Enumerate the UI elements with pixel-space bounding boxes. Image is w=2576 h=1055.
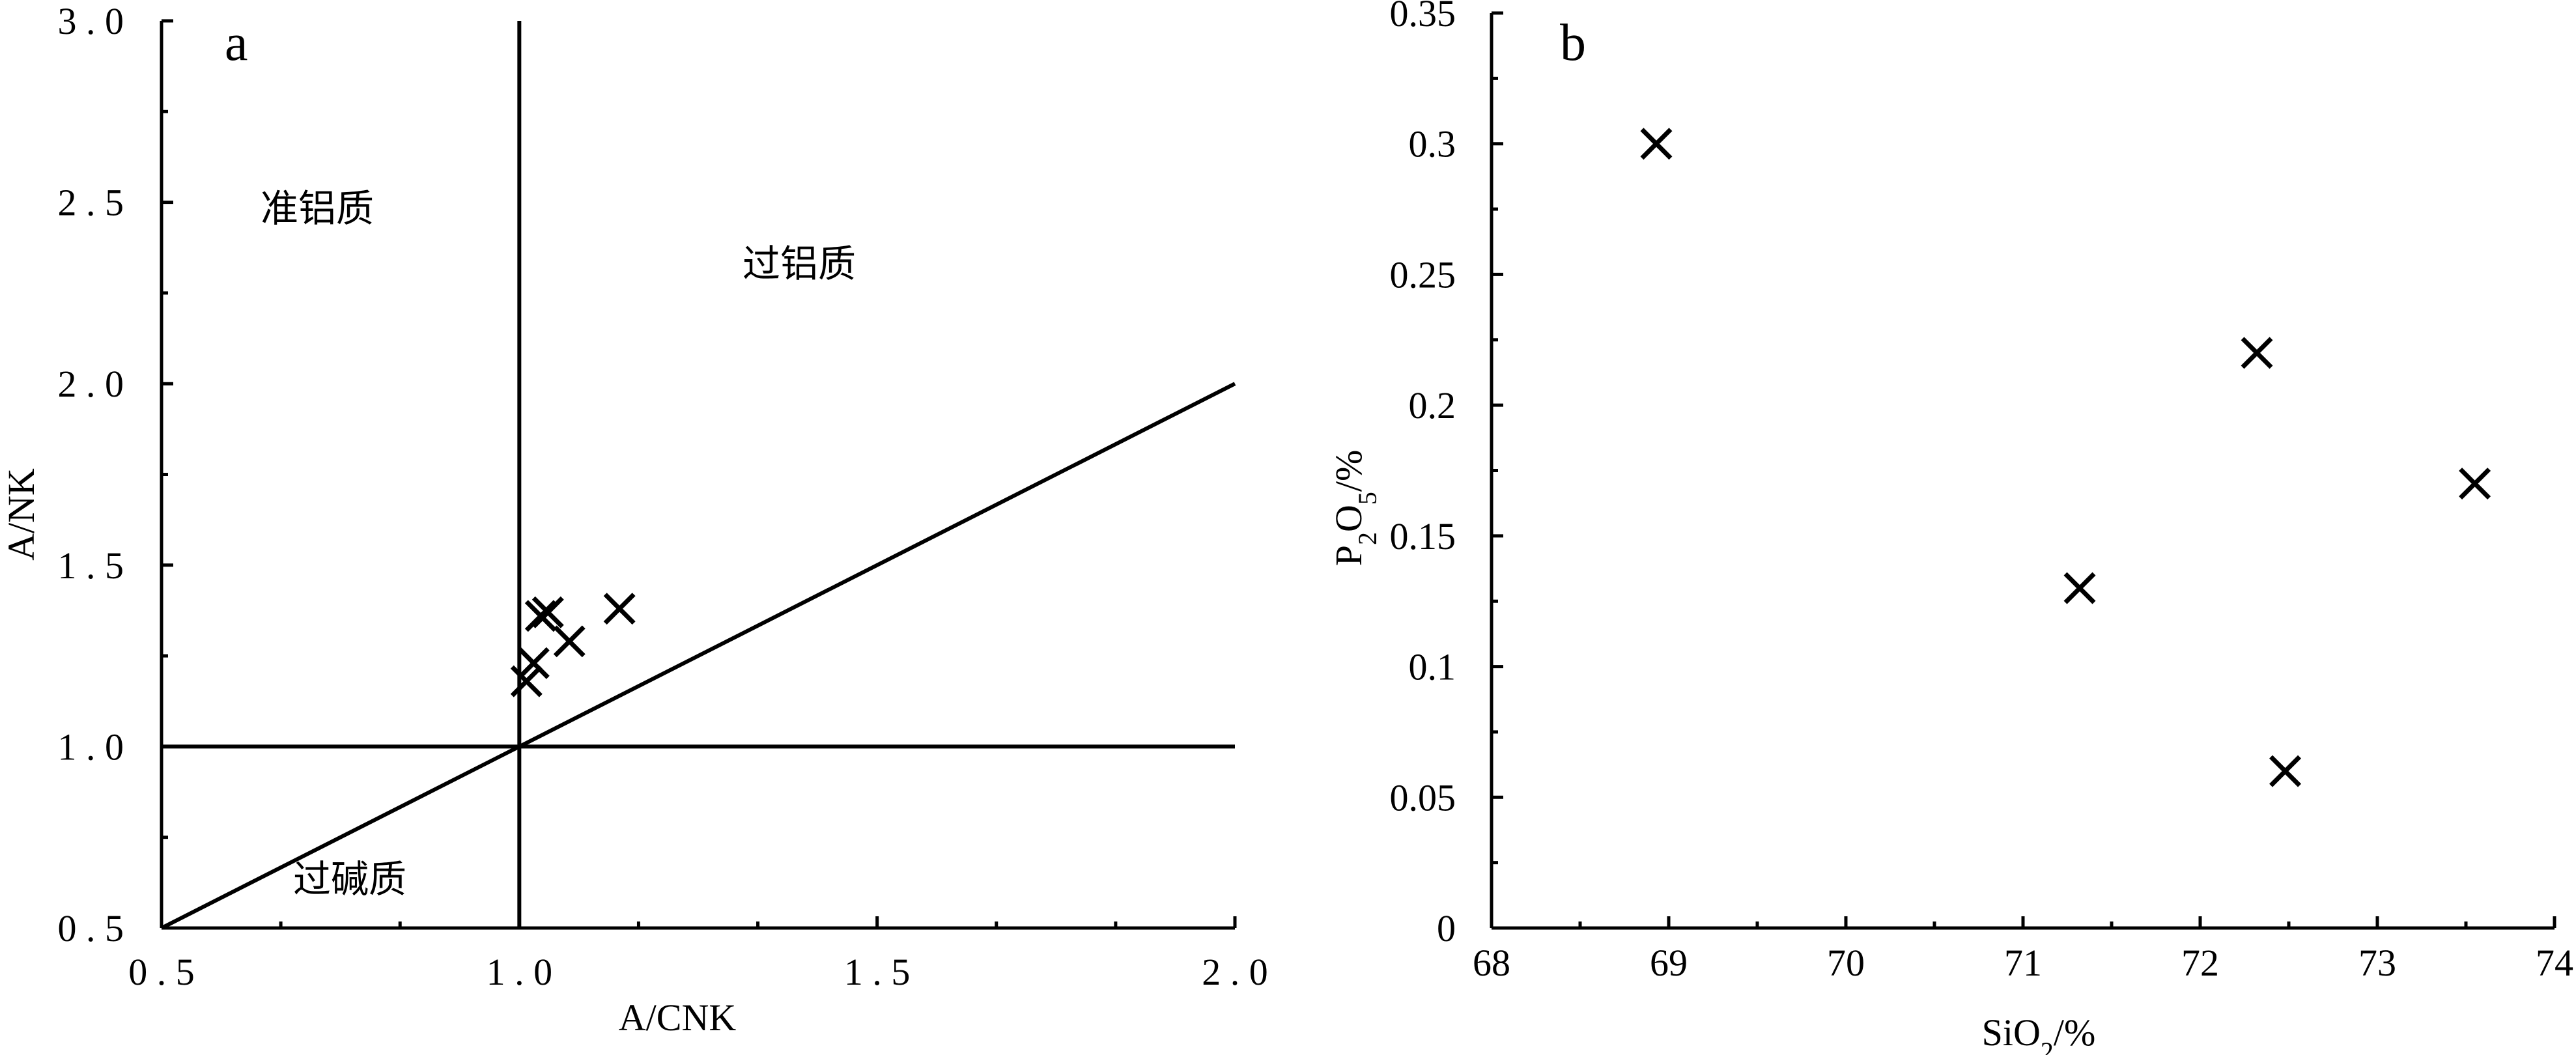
panel-b-x-axis-title: SiO2/% bbox=[1982, 1011, 2096, 1055]
marker-stroke bbox=[510, 665, 543, 697]
panel-a-y-axis-title: A/NK bbox=[0, 468, 42, 561]
panel-b-p2o5-vs-sio2-chart: b P2O5/% SiO2/% 0 0.05 0.1 0.15 0.2 0.25 0.3 0.… bbox=[1327, 0, 2573, 1055]
data-point-marker bbox=[2269, 755, 2302, 787]
x-tick-label: 69 bbox=[1650, 942, 1688, 984]
y-tick-label: 0.2 bbox=[1409, 384, 1456, 427]
x-tick-label: 71 bbox=[2004, 942, 2042, 984]
marker-stroke bbox=[1640, 128, 1673, 160]
data-point-marker bbox=[2241, 337, 2273, 369]
panel-b-label: b bbox=[1560, 14, 1586, 72]
x-tick-label: 70 bbox=[1827, 942, 1865, 984]
panel-a-label: a bbox=[225, 14, 248, 72]
marker-stroke bbox=[517, 647, 550, 679]
y-tick-label: 1 . 0 bbox=[58, 725, 124, 768]
x-tick-label: 74 bbox=[2536, 942, 2573, 984]
y-tick-label: 0.25 bbox=[1390, 253, 1456, 296]
data-point-marker bbox=[2063, 572, 2096, 604]
data-point-marker bbox=[517, 647, 550, 679]
marker-stroke bbox=[531, 596, 564, 628]
data-point-marker bbox=[2459, 468, 2491, 500]
y-tick-label: 2 . 5 bbox=[58, 182, 124, 224]
x-tick-label: 73 bbox=[2358, 942, 2396, 984]
y-tick-label: 1 . 5 bbox=[58, 544, 124, 587]
y-tick-label: 3 . 0 bbox=[58, 0, 124, 42]
marker-stroke bbox=[2459, 468, 2491, 500]
y-tick-label: 0.15 bbox=[1390, 515, 1456, 557]
data-point-marker bbox=[510, 665, 543, 697]
marker-stroke bbox=[553, 625, 586, 658]
y-tick-label: 0.35 bbox=[1390, 0, 1456, 35]
x-tick-label: 2 . 0 bbox=[1202, 951, 1268, 993]
data-point-marker bbox=[1640, 128, 1673, 160]
region-label-metaluminous: 准铝质 bbox=[261, 186, 374, 231]
marker-stroke bbox=[524, 600, 557, 632]
x-tick-label: 0 . 5 bbox=[128, 951, 195, 993]
marker-stroke bbox=[2241, 337, 2273, 369]
marker-stroke bbox=[2269, 755, 2302, 787]
x-tick-label: 1 . 5 bbox=[844, 951, 911, 993]
panel-a-discrimination-chart: a 准铝质 过铝质 过碱质 A/CNK A/NK 0 . 5 1 . 0 1 . 5… bbox=[0, 0, 1268, 1039]
data-point-marker bbox=[524, 600, 557, 632]
x-tick-label: 68 bbox=[1473, 942, 1510, 984]
panel-a-x-axis-title: A/CNK bbox=[619, 996, 737, 1039]
region-label-peralkaline: 过碱质 bbox=[293, 857, 406, 901]
x-tick-label: 72 bbox=[2181, 942, 2219, 984]
data-point-marker bbox=[603, 593, 636, 625]
marker-stroke bbox=[603, 593, 636, 625]
y-tick-label: 0 . 5 bbox=[58, 907, 124, 950]
classification-boundary-line bbox=[160, 382, 1236, 930]
y-tick-label: 2 . 0 bbox=[58, 363, 124, 405]
marker-stroke bbox=[2063, 572, 2096, 604]
y-tick-label: 0.05 bbox=[1390, 776, 1456, 819]
x-tick-label: 1 . 0 bbox=[487, 951, 553, 993]
region-label-peraluminous: 过铝质 bbox=[743, 242, 856, 286]
data-point-marker bbox=[553, 625, 586, 658]
y-tick-label: 0.1 bbox=[1409, 646, 1456, 688]
y-tick-label: 0.3 bbox=[1409, 123, 1456, 165]
panel-b-y-axis-title: P2O5/% bbox=[1327, 450, 1382, 567]
data-point-marker bbox=[531, 596, 564, 628]
y-tick-label: 0 bbox=[1437, 907, 1456, 950]
